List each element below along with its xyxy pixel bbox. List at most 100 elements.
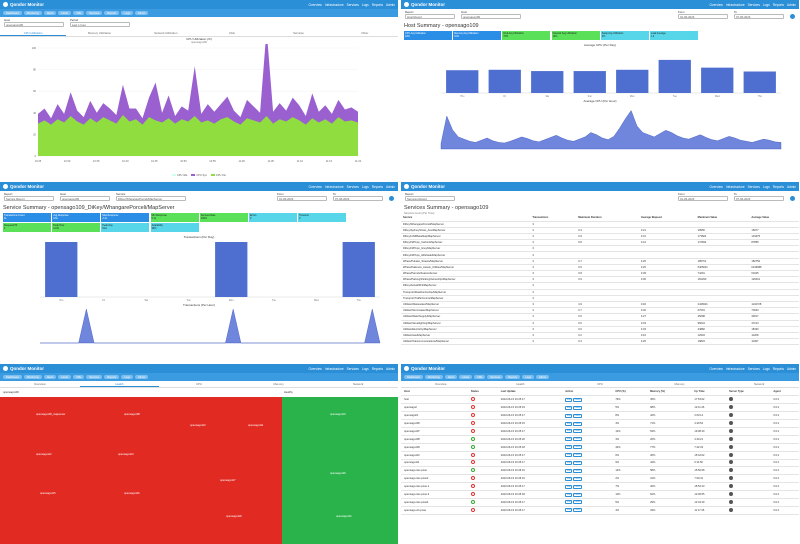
action-button[interactable]: Edit <box>565 405 573 410</box>
tab-cpu[interactable]: CPU Utilization <box>0 30 67 36</box>
action-button[interactable]: Delete <box>572 397 583 402</box>
nav-overview[interactable]: Overview <box>709 2 723 7</box>
action-button[interactable]: Delete <box>572 421 583 426</box>
tab-memory[interactable]: Memory <box>273 382 284 386</box>
summary-card[interactable]: Min Response 0.1s <box>150 213 199 222</box>
tab-memory[interactable]: Memory Utilization <box>87 31 111 35</box>
nav-infrastructure[interactable]: Infrastructure <box>725 366 745 371</box>
nav-overview[interactable]: Overview <box>308 2 322 7</box>
host-name[interactable]: opensago-dev-pose4 <box>401 498 468 507</box>
treemap-label[interactable]: opensago116 <box>124 492 140 495</box>
nav-admin[interactable]: Admin <box>385 184 395 189</box>
table-row[interactable]: opensago110 2023-06-15 10:25:17 Edit Delete… <box>401 451 799 460</box>
nav-infrastructure[interactable]: Infrastructure <box>324 184 344 189</box>
nav-admin[interactable]: Admin <box>786 2 796 7</box>
treemap-region-unhealthy[interactable] <box>0 397 282 544</box>
summary-card[interactable]: CPU Avg Utilization 42% <box>404 31 452 40</box>
nav-services[interactable]: Services <box>747 2 760 7</box>
chip[interactable]: Reports <box>104 374 120 380</box>
action-button[interactable]: Delete <box>572 405 583 410</box>
host-select[interactable]: opensago109 <box>461 14 521 20</box>
table-row[interactable]: Utilities/WaterSupply/MapServer 3 0.5 0.27 4… <box>401 313 799 321</box>
nav-infrastructure[interactable]: Infrastructure <box>324 366 344 371</box>
summary-card[interactable]: Success Rate 100% <box>199 213 248 222</box>
action-button[interactable]: Edit <box>565 429 573 434</box>
column-header[interactable]: Agent <box>770 388 799 397</box>
host-name[interactable]: opensago2 <box>401 403 468 413</box>
treemap-label[interactable]: opensago109_mapserver <box>36 413 66 416</box>
nav-infrastructure[interactable]: Infrastructure <box>725 2 745 7</box>
treemap-label[interactable]: opensago117 <box>220 479 236 482</box>
table-row[interactable]: DiKey/NZTopo_Grey/MapServer 3 <box>401 245 799 253</box>
host-name[interactable]: opensago109 <box>401 443 468 452</box>
column-header[interactable]: Last Update <box>497 388 563 397</box>
host-name[interactable]: opensago107 <box>401 427 468 436</box>
table-row[interactable]: Utilities/Gas/MapServer 3 0.2 0.16 12904 1120… <box>401 332 799 340</box>
nav-overview[interactable]: Overview <box>308 366 322 371</box>
tab-overview[interactable]: Overview <box>33 382 46 386</box>
table-row[interactable]: Utilities/Streetlighting/MapServer 3 0.6 0.… <box>401 320 799 327</box>
summary-card[interactable]: Availability 99% <box>150 223 199 233</box>
nav-logs[interactable]: Logs <box>762 366 770 371</box>
nav-logs[interactable]: Logs <box>361 184 369 189</box>
table-row[interactable]: opensago-dev-pose2 2023-06-15 10:25:16 Edi… <box>401 474 799 484</box>
chip[interactable]: Dashboard <box>3 374 22 380</box>
to-date-input[interactable]: 07-06-2023 <box>333 196 383 202</box>
period-select[interactable]: Last 1 hour <box>70 22 130 28</box>
nav-reports[interactable]: Reports <box>371 2 383 7</box>
column-header[interactable]: Maximum Duration <box>576 215 639 222</box>
nav-logs[interactable]: Logs <box>762 184 770 189</box>
summary-card[interactable]: Max Response 2.1s <box>101 213 150 222</box>
report-select[interactable]: Services Report <box>405 196 455 202</box>
table-row[interactable]: opensago-dev-pose4 2023-06-15 10:25:17 Edi… <box>401 498 799 507</box>
summary-card[interactable]: Timeouts 0 <box>298 213 347 222</box>
table-row[interactable]: DiKey/NZTopo_CarbonMapServer 3 0.8 0.41 1728… <box>401 239 799 247</box>
tab-services[interactable]: Services <box>293 31 304 35</box>
action-button[interactable]: Edit <box>565 484 573 489</box>
nav-services[interactable]: Services <box>747 366 760 371</box>
chip[interactable]: Hosts <box>459 374 473 380</box>
table-row[interactable]: host 2023-06-15 10:25:17 Edit Delete 79% 45% 1… <box>401 395 799 405</box>
summary-card[interactable]: Memory Avg Utilization 61% <box>453 31 502 40</box>
calendar-icon[interactable] <box>389 196 394 201</box>
chip[interactable]: Monitoring <box>424 374 443 380</box>
chip[interactable]: Dashboard <box>3 10 22 16</box>
summary-card[interactable]: Swap Avg Utilization 3% <box>600 31 649 40</box>
summary-card[interactable]: Transactions Count 11 <box>3 213 51 222</box>
calendar-icon[interactable] <box>790 14 795 19</box>
table-row[interactable]: Whare/Kaikoura_Assets_Utilities/MapServe… <box>401 264 799 272</box>
tab-memory[interactable]: Memory <box>674 382 685 386</box>
action-button[interactable]: Edit <box>565 397 573 402</box>
column-header[interactable]: Action <box>562 388 613 397</box>
action-button[interactable]: Edit <box>565 437 573 442</box>
host-name[interactable]: opensago-dev-pose <box>401 466 468 476</box>
table-row[interactable]: DiKey/SydneyStreet_Ass/MapServer 3 0.3 0.21… <box>401 227 799 234</box>
tab-overview[interactable]: Overview <box>434 382 447 386</box>
treemap-label[interactable]: opensago115 <box>40 492 56 495</box>
action-button[interactable]: Delete <box>572 413 583 418</box>
tab-cpu[interactable]: CPU <box>597 382 603 386</box>
legend-item[interactable]: CPU Idle <box>171 174 187 177</box>
column-header[interactable]: Memory (%) <box>647 388 692 397</box>
nav-logs[interactable]: Logs <box>361 2 369 7</box>
host-name[interactable]: opensago-dev-pose-1 <box>401 482 468 492</box>
action-button[interactable]: Delete <box>572 484 583 489</box>
table-row[interactable]: opensago-dev-pose 2023-06-15 10:25:16 Edit… <box>401 466 799 476</box>
table-row[interactable]: Utilities/Stormwater/MapServer 3 0.7 0.40 67… <box>401 307 799 315</box>
action-button[interactable]: Edit <box>565 413 573 418</box>
treemap-label[interactable]: opensago118 <box>226 515 242 518</box>
host-select[interactable]: opensago109 <box>60 196 110 202</box>
summary-card[interactable]: Network Avg Utilization 12% <box>551 31 600 40</box>
table-row[interactable]: opensago111 2023-06-15 10:25:17 Edit Delete… <box>401 459 799 468</box>
from-date-input[interactable]: 01-06-2023 <box>277 196 327 202</box>
chip[interactable]: VMs <box>73 10 85 16</box>
chip[interactable]: Services <box>487 374 504 380</box>
tab-cpu[interactable]: CPU <box>196 382 202 386</box>
table-row[interactable]: opensago01 2023-06-15 10:25:17 Edit Delete 8… <box>401 411 799 421</box>
nav-services[interactable]: Services <box>346 366 359 371</box>
chip[interactable]: Hosts <box>58 10 72 16</box>
treemap-label[interactable]: opensago120 <box>330 472 346 475</box>
chip[interactable]: Logs <box>522 374 534 380</box>
column-header[interactable]: Service <box>401 215 531 222</box>
nav-overview[interactable]: Overview <box>709 366 723 371</box>
